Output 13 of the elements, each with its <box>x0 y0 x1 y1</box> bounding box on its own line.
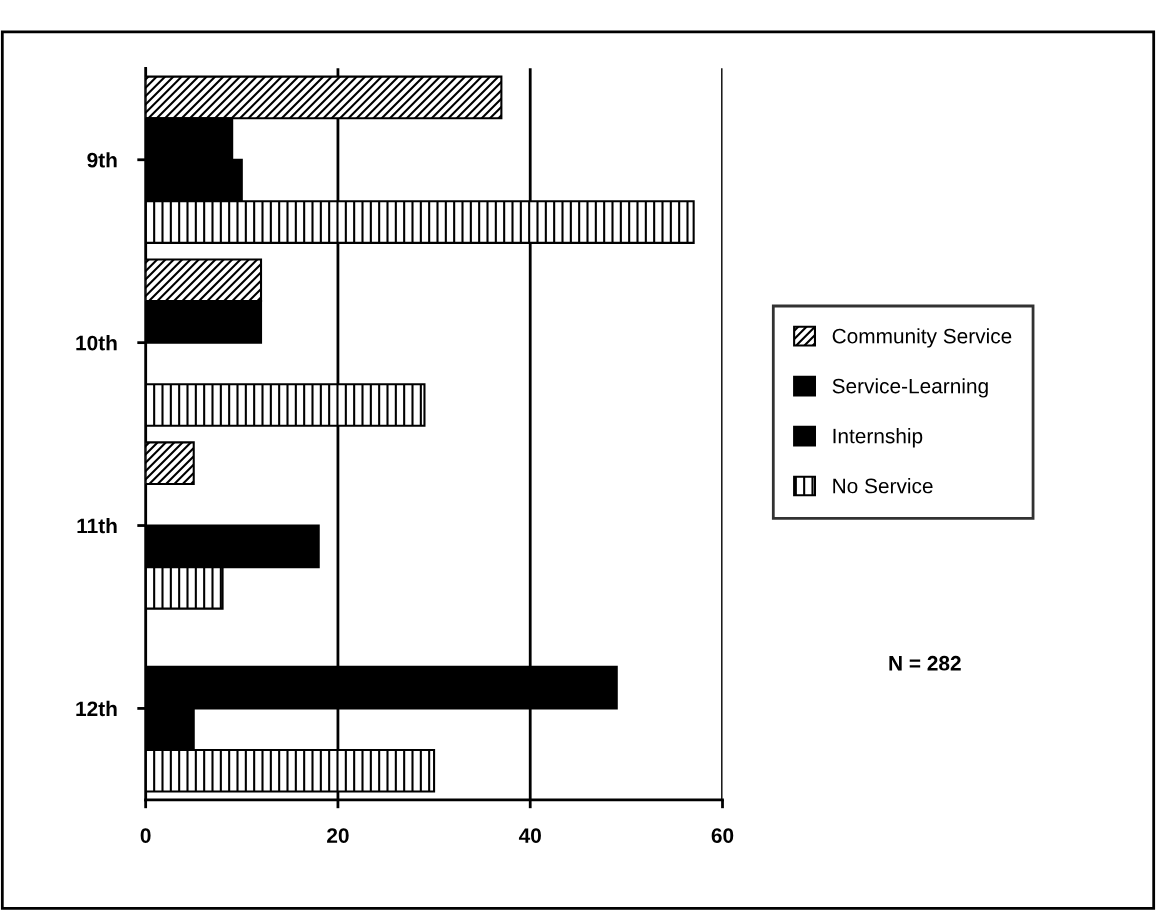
y-tick-label: 10th <box>76 335 117 351</box>
legend-label: Community Service <box>832 328 1012 348</box>
x-tick-label: 60 <box>711 828 734 843</box>
legend-label: Internship <box>833 428 923 448</box>
x-tick-label: 20 <box>327 828 349 843</box>
x-tick-label: 0 <box>140 828 151 843</box>
y-tick-label: 12th <box>76 700 117 717</box>
x-tick-label: 40 <box>518 828 541 843</box>
legend-label: No Service <box>833 478 933 494</box>
legend-label: Service-Learning <box>832 378 988 398</box>
y-tick-label: 11th <box>77 517 117 534</box>
text: N = 282 <box>889 655 961 671</box>
y-tick-label: 9th <box>87 152 117 168</box>
